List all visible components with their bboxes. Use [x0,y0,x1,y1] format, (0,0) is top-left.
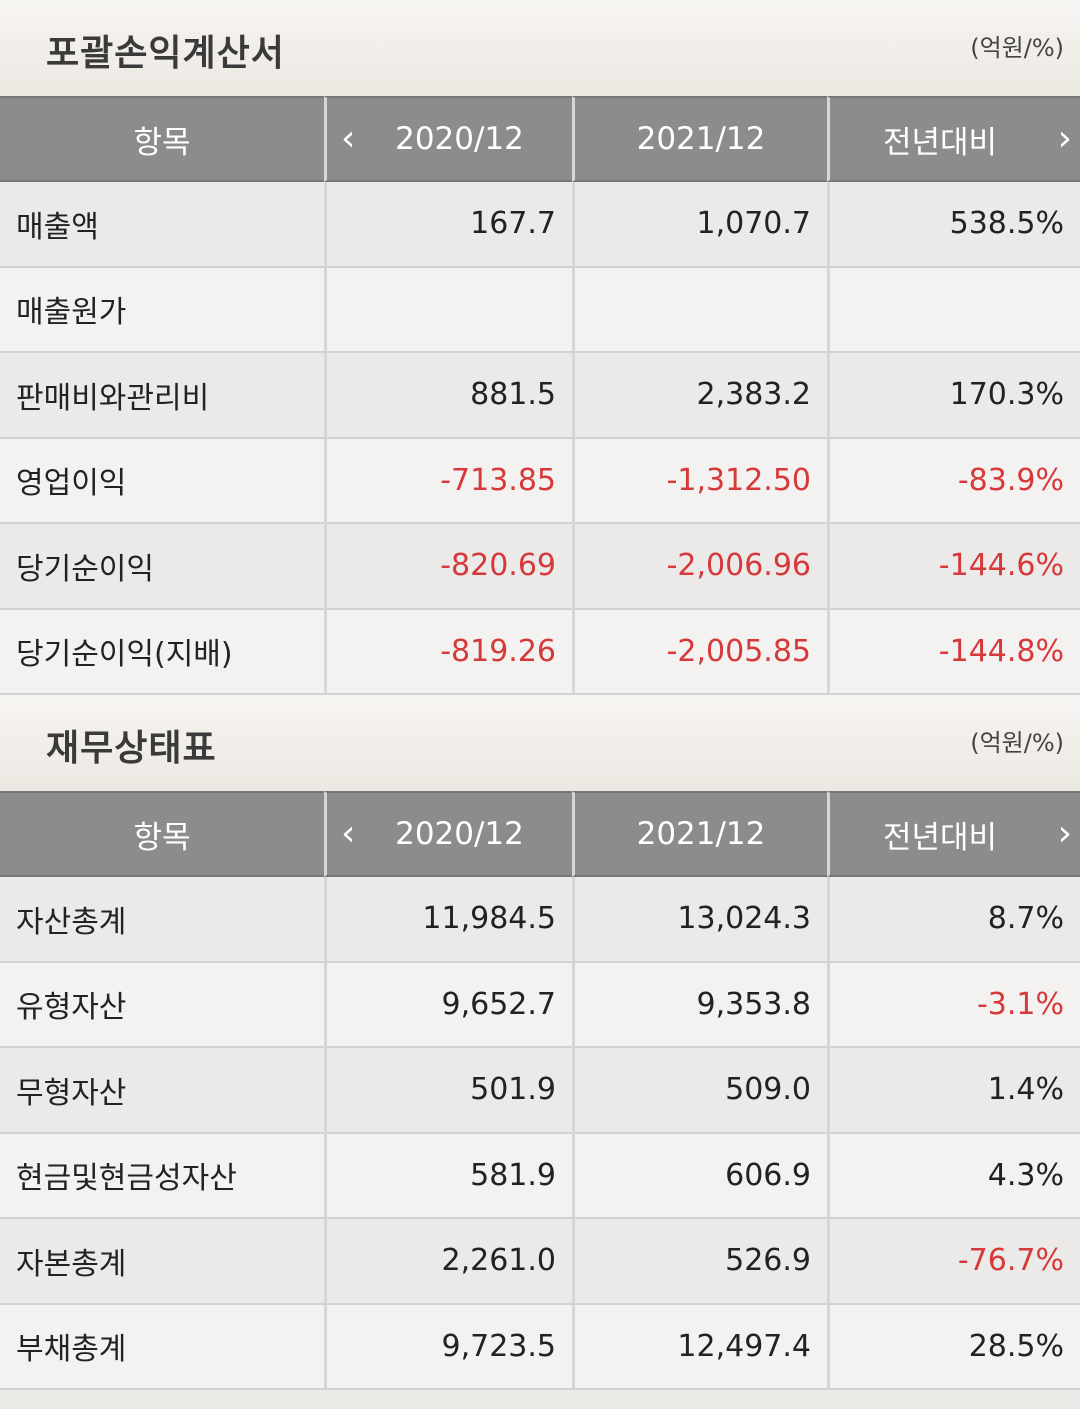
balance-value-yoy: 4.3% [827,1133,1080,1219]
income-header-yoy: 전년대비 › [827,96,1080,182]
balance-value-2021: 606.9 [572,1133,827,1219]
balance-row-label: 자산총계 [0,877,324,963]
balance-value-2021: 13,024.3 [572,877,827,963]
balance-row-label: 유형자산 [0,962,324,1048]
chevron-right-icon[interactable]: › [1057,813,1072,854]
income-value-2020: -713.85 [324,438,572,524]
balance-value-2020: 9,723.5 [324,1304,572,1390]
income-row-label: 당기순이익(지배) [0,609,324,695]
balance-header-2020: ‹ 2020/12 [324,791,572,877]
income-value-2020 [324,267,572,353]
income-value-yoy: -144.6% [827,524,1080,610]
balance-row-label: 현금및현금성자산 [0,1133,324,1219]
income-header-2020: ‹ 2020/12 [324,96,572,182]
balance-value-yoy: 28.5% [827,1304,1080,1390]
balance-row-label: 자본총계 [0,1219,324,1305]
balance-value-yoy: 8.7% [827,877,1080,963]
balance-table-body: 자산총계 11,984.5 13,024.3 8.7% 유형자산 9,652.7 9,353… [0,877,1080,1390]
income-table-body: 매출액 167.7 1,070.7 538.5% 매출원가 판매비와관리비 881.5 2,3… [0,182,1080,695]
income-unit-label: (억원/%) [970,34,1064,62]
balance-row-label: 무형자산 [0,1048,324,1134]
balance-table: 항목 ‹ 2020/12 2021/12 전년대비 › [0,791,1080,877]
balance-value-2021: 12,497.4 [572,1304,827,1390]
balance-value-2020: 11,984.5 [324,877,572,963]
income-value-yoy: -83.9% [827,438,1080,524]
chevron-right-icon[interactable]: › [1057,118,1072,159]
balance-header-yoy: 전년대비 › [827,791,1080,877]
income-value-2020: 881.5 [324,353,572,439]
income-row-label: 영업이익 [0,438,324,524]
income-section-title: 포괄손익계산서 [46,33,285,74]
balance-value-yoy: -3.1% [827,962,1080,1048]
income-value-yoy: -144.8% [827,609,1080,695]
balance-header-2021: 2021/12 [572,791,827,877]
balance-value-yoy: -76.7% [827,1219,1080,1305]
income-value-2020: -820.69 [324,524,572,610]
income-row-label: 매출액 [0,182,324,268]
income-value-yoy: 170.3% [827,353,1080,439]
balance-value-2020: 2,261.0 [324,1219,572,1305]
income-value-2021: 1,070.7 [572,182,827,268]
balance-value-2020: 9,652.7 [324,962,572,1048]
income-row-label: 당기순이익 [0,524,324,610]
income-value-yoy: 538.5% [827,182,1080,268]
income-value-2021: -2,006.96 [572,524,827,610]
balance-value-2020: 501.9 [324,1048,572,1134]
income-table: 항목 ‹ 2020/12 2021/12 전년대비 › [0,96,1080,182]
income-value-2021: -1,312.50 [572,438,827,524]
chevron-left-icon[interactable]: ‹ [341,118,356,159]
balance-section-title: 재무상태표 [46,728,217,769]
income-row-label: 매출원가 [0,267,324,353]
chevron-left-icon[interactable]: ‹ [341,813,356,854]
balance-value-2021: 509.0 [572,1048,827,1134]
balance-value-2021: 526.9 [572,1219,827,1305]
income-value-2021: 2,383.2 [572,353,827,439]
income-row-label: 판매비와관리비 [0,353,324,439]
income-value-yoy [827,267,1080,353]
balance-value-2021: 9,353.8 [572,962,827,1048]
income-header-item: 항목 [0,96,324,182]
income-value-2021 [572,267,827,353]
income-value-2020: -819.26 [324,609,572,695]
income-value-2021: -2,005.85 [572,609,827,695]
balance-unit-label: (억원/%) [970,729,1064,757]
balance-section-header: 재무상태표 (억원/%) [0,695,1080,791]
income-header-2021: 2021/12 [572,96,827,182]
balance-header-item: 항목 [0,791,324,877]
income-value-2020: 167.7 [324,182,572,268]
balance-value-2020: 581.9 [324,1133,572,1219]
balance-value-yoy: 1.4% [827,1048,1080,1134]
balance-row-label: 부채총계 [0,1304,324,1390]
income-section-header: 포괄손익계산서 (억원/%) [0,0,1080,96]
